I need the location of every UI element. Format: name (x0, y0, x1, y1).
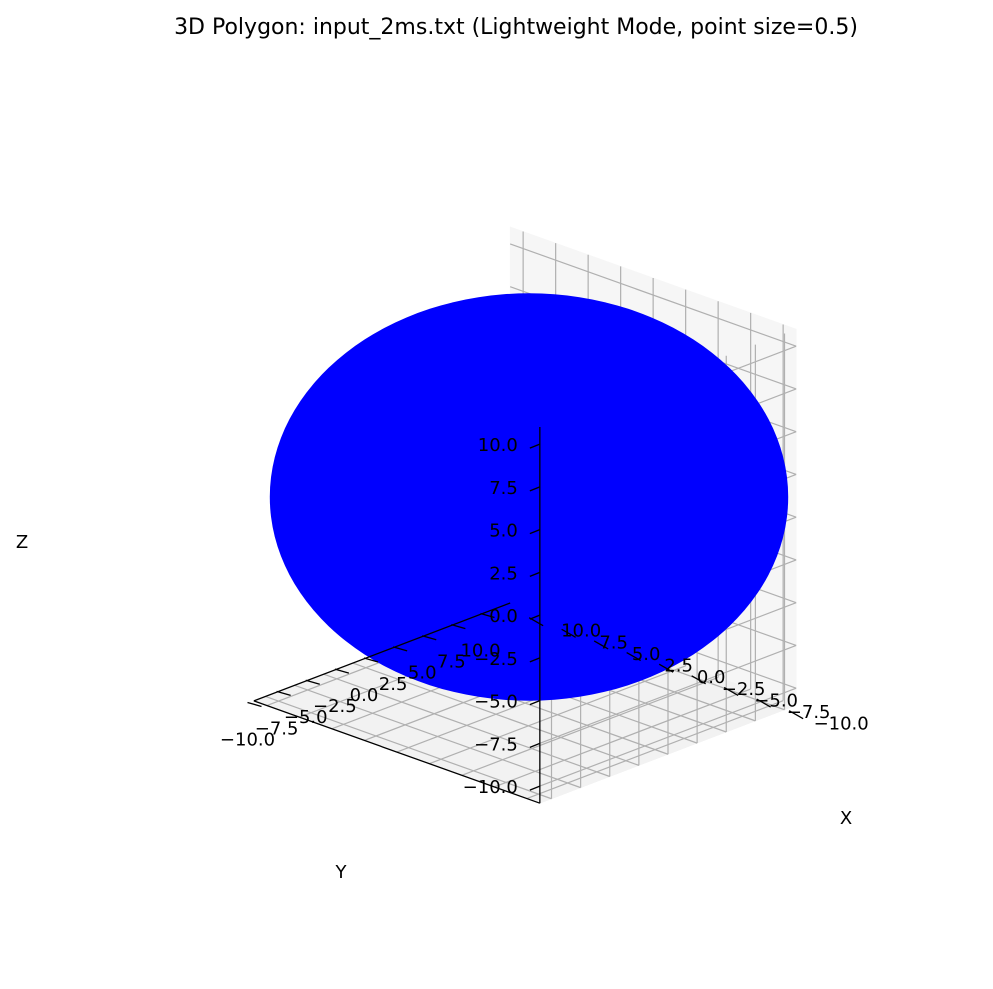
y-tick-label: −2.5 (313, 696, 357, 717)
y-tick-label: 0.0 (350, 685, 379, 706)
x-tick-label: −5.0 (754, 690, 798, 711)
y-tick-label: −10.0 (220, 729, 275, 750)
z-tick-mark (529, 528, 541, 535)
x-tick-mark (593, 640, 609, 650)
z-axis-label: Z (16, 532, 28, 553)
z-tick-mark (529, 571, 541, 577)
x-tick-label: −2.5 (722, 679, 766, 700)
x-tick-label: −7.5 (787, 702, 831, 723)
z-tick-label: 2.5 (489, 563, 518, 584)
x-tick-mark (658, 663, 674, 673)
y-axis-line (253, 602, 511, 702)
x-tick-mark (561, 628, 576, 638)
x-axis-line (253, 700, 541, 804)
y-tick-mark (247, 701, 262, 708)
y-tick-mark (305, 679, 320, 685)
y-tick-label: 2.5 (379, 674, 408, 695)
z-tick-mark (529, 486, 541, 492)
y-tick-mark (422, 635, 437, 641)
z-tick-mark (529, 657, 541, 663)
x-axis-label: X (840, 808, 852, 829)
z-tick-label: 0.0 (489, 606, 518, 627)
y-tick-label: 5.0 (408, 663, 437, 684)
y-tick-mark (363, 657, 379, 663)
z-tick-label: 5.0 (489, 521, 518, 542)
y-tick-mark (334, 668, 350, 674)
y-tick-label: −5.0 (284, 707, 328, 728)
y-tick-mark (392, 646, 408, 652)
data-layer (269, 293, 789, 701)
chart-title: 3D Polygon: input_2ms.txt (Lightweight M… (174, 15, 858, 40)
z-tick-label: 7.5 (489, 478, 518, 499)
x-tick-label: 0.0 (697, 667, 726, 688)
x-tick-mark (756, 698, 771, 708)
x-tick-label: −10.0 (814, 714, 869, 735)
y-tick-mark (276, 690, 291, 696)
x-tick-label: 2.5 (664, 656, 693, 677)
z-tick-label: −5.0 (474, 692, 518, 713)
z-tick-mark (529, 699, 541, 706)
z-tick-mark (529, 785, 541, 791)
x-tick-mark (723, 686, 739, 696)
z-tick-mark (529, 614, 541, 620)
x-tick-mark (626, 651, 641, 662)
z-tick-label: −10.0 (463, 777, 518, 798)
tick-labels: −10.0−7.5−5.0−2.50.02.55.07.510.0−10.0−7… (220, 435, 869, 798)
z-tick-label: −7.5 (474, 734, 518, 755)
z-tick-label: 10.0 (478, 435, 518, 456)
x-tick-label: 10.0 (561, 621, 601, 642)
x-tick-label: 5.0 (632, 644, 661, 665)
z-tick-mark (529, 742, 541, 748)
y-tick-label: 10.0 (460, 640, 500, 661)
y-tick-label: 7.5 (437, 652, 466, 673)
y-axis-label: Y (335, 862, 348, 883)
sphere-points-0 (269, 293, 789, 701)
z-tick-label: −2.5 (474, 649, 518, 670)
z-grid-line (509, 243, 797, 347)
y-tick-mark (480, 612, 495, 619)
x-tick-mark (788, 710, 804, 720)
z-tick-mark (529, 443, 541, 449)
axis-lines (247, 427, 804, 804)
y-tick-label: −7.5 (255, 718, 299, 739)
x-tick-label: 7.5 (599, 632, 628, 653)
y-tick-mark (451, 623, 466, 630)
x-tick-mark (691, 675, 706, 685)
